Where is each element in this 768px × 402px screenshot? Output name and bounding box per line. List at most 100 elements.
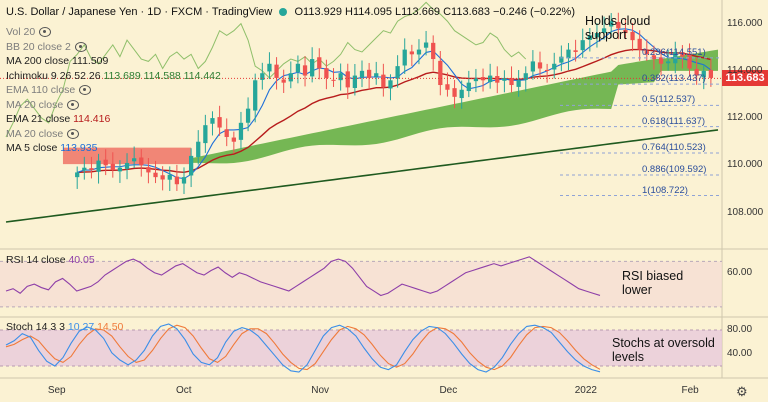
- candle-body: [146, 167, 151, 173]
- candle-body: [374, 73, 379, 77]
- candle-body: [658, 57, 664, 64]
- candle-body: [523, 73, 528, 80]
- candle-body: [274, 64, 279, 78]
- indicator-legend-item[interactable]: BB 20 close 2: [6, 41, 87, 53]
- price-tick-label: 116.000: [727, 17, 763, 29]
- candle-body: [260, 73, 265, 80]
- candle-body: [388, 80, 393, 89]
- candle-body: [89, 168, 94, 171]
- candle-body: [324, 68, 329, 78]
- candle-body: [267, 63, 272, 72]
- candle-body: [331, 79, 336, 81]
- settings-gear-icon[interactable]: ⚙: [736, 384, 748, 399]
- indicator-legend-item[interactable]: Vol 20: [6, 26, 52, 38]
- time-tick-label: Dec: [439, 385, 458, 396]
- candle-body: [609, 21, 614, 27]
- candle-body: [616, 21, 621, 29]
- indicator-legend-item[interactable]: MA 20 close: [6, 99, 80, 111]
- candle-body: [402, 49, 407, 66]
- time-tick-label: Sep: [47, 385, 66, 396]
- visibility-eye-icon[interactable]: [67, 99, 80, 110]
- candle-body: [445, 84, 450, 90]
- indicator-legend-item[interactable]: EMA 21 close 114.416: [6, 113, 111, 125]
- candle-body: [438, 60, 443, 86]
- ema21-line: [77, 48, 712, 174]
- fib-label: 0.236(114.551): [642, 46, 706, 58]
- candle-body: [580, 40, 585, 51]
- candle-body: [423, 42, 429, 48]
- annotation-stoch: Stochs at oversold levels: [612, 336, 715, 364]
- candle-body: [359, 70, 365, 78]
- visibility-eye-icon[interactable]: [67, 128, 80, 139]
- candle-body: [530, 61, 536, 72]
- candle-body: [217, 117, 222, 128]
- indicator-legend-item[interactable]: MA 20 close: [6, 128, 80, 140]
- annotation-cloud-support: Holds cloud support: [585, 14, 651, 42]
- candle-body: [537, 62, 543, 69]
- candle-body: [302, 65, 308, 76]
- candle-body: [352, 75, 358, 88]
- ichimoku-lagging-span: [5, 1, 527, 138]
- time-tick-label: Feb: [681, 385, 699, 396]
- candle-body: [573, 50, 578, 52]
- candle-body: [473, 77, 479, 82]
- visibility-eye-icon[interactable]: [79, 85, 92, 96]
- candle-body: [466, 82, 471, 92]
- indicator-legend-item[interactable]: MA 200 close 111.509: [6, 55, 109, 67]
- candle-body: [124, 162, 130, 169]
- candle-body: [288, 73, 293, 82]
- candle-body: [96, 160, 101, 172]
- candle-body: [459, 89, 464, 99]
- candle-body: [488, 75, 493, 83]
- indicator-legend-item[interactable]: Ichimoku 9 26 52 26 113.689 114.588 114.…: [6, 69, 221, 82]
- last-price-badge: 113.683: [722, 70, 768, 86]
- candle-body: [395, 66, 400, 79]
- candle-body: [694, 68, 699, 76]
- time-tick-label: 2022: [574, 385, 597, 396]
- chart-title: U.S. Dollar / Japanese Yen · 1D · FXCM ·…: [6, 6, 575, 18]
- stoch-k-line: [5, 323, 601, 373]
- candle-body: [587, 35, 592, 40]
- rsi-legend: RSI 14 close 40.05: [6, 254, 95, 266]
- fib-label: 0.886(109.592): [642, 163, 707, 175]
- candle-body: [701, 70, 706, 78]
- time-tick-label: Nov: [311, 385, 330, 396]
- fib-label: 0.764(110.523): [642, 141, 706, 153]
- indicator-legend-item[interactable]: EMA 110 close: [6, 84, 92, 96]
- fib-label: 0.382(113.437): [642, 73, 706, 85]
- candle-body: [623, 29, 628, 34]
- price-tick-label: 114.000: [727, 64, 763, 76]
- candle-body: [666, 61, 671, 64]
- candle-body: [75, 172, 80, 178]
- rsi-band: [0, 261, 722, 307]
- candle-body: [110, 163, 115, 171]
- candle-body: [160, 175, 165, 180]
- candle-body: [210, 118, 215, 124]
- indicator-legend-item[interactable]: MA 5 close 113.935: [6, 142, 98, 154]
- candle-body: [167, 174, 172, 180]
- candle-body: [295, 63, 301, 72]
- fib-label: 1(108.722): [642, 184, 688, 196]
- candle-body: [630, 31, 635, 41]
- stoch-tick-label: 40.00: [727, 348, 753, 359]
- visibility-eye-icon[interactable]: [74, 41, 87, 52]
- candle-body: [317, 57, 322, 69]
- candle-body: [552, 63, 557, 70]
- candle-body: [139, 157, 144, 166]
- symbol-label[interactable]: U.S. Dollar / Japanese Yen · 1D · FXCM ·…: [6, 6, 273, 18]
- candle-body: [224, 129, 229, 137]
- candle-body: [253, 80, 258, 111]
- candle-body: [559, 56, 564, 63]
- candle-body: [416, 49, 422, 55]
- stoch-tick-label: 80.00: [727, 324, 753, 335]
- candle-body: [245, 108, 251, 123]
- candle-body: [231, 137, 236, 142]
- candle-body: [132, 158, 137, 162]
- candle-body: [238, 122, 244, 140]
- candle-body: [644, 51, 649, 55]
- candle-body: [594, 33, 600, 38]
- price-tick-label: 112.000: [727, 112, 763, 124]
- candle-body: [687, 54, 692, 69]
- visibility-eye-icon[interactable]: [39, 27, 52, 38]
